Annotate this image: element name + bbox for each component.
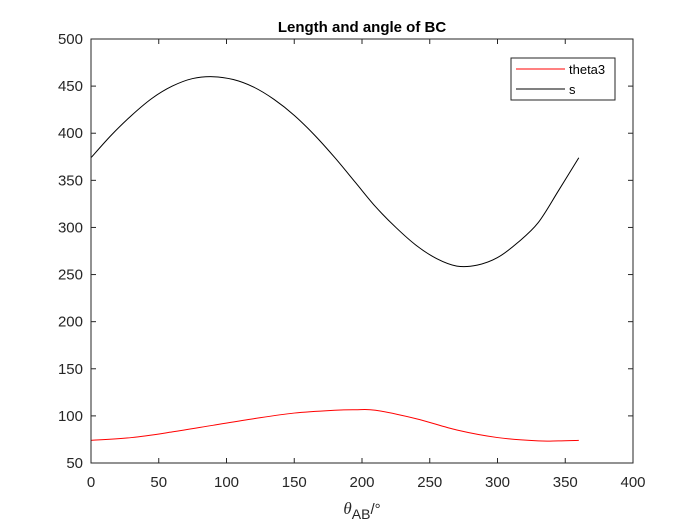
y-tick-label: 300 — [58, 219, 83, 236]
x-tick-label: 100 — [214, 474, 239, 491]
y-tick-label: 250 — [58, 267, 83, 284]
y-tick-label: 100 — [58, 408, 83, 425]
x-axis-label-unit: /° — [370, 501, 380, 518]
x-axis-label-symbol: θ — [343, 499, 351, 518]
axis-ticks: 0 50 100 150 200 250 300 350 4005010015020025030… — [58, 31, 646, 491]
x-axis-label-subscript: AB — [352, 506, 371, 522]
plot-area-frame — [90, 38, 634, 464]
chart-title: Length and angle of BC — [278, 19, 446, 36]
x-tick-label: 350 — [553, 474, 578, 491]
y-tick-label: 50 — [66, 455, 83, 472]
plot-lines — [90, 76, 580, 442]
x-tick-label: 300 — [485, 474, 510, 491]
y-tick-label: 350 — [58, 172, 83, 189]
x-tick-label: 0 — [87, 474, 95, 491]
legend: theta3 s — [510, 57, 616, 101]
x-tick-label: 50 — [150, 474, 167, 491]
legend-box — [510, 57, 616, 101]
x-axis-label: θAB/° — [343, 499, 380, 522]
y-tick-label: 150 — [58, 361, 83, 378]
x-tick-label: 250 — [417, 474, 442, 491]
x-tick-label: 400 — [620, 474, 645, 491]
x-tick-label: 150 — [282, 474, 307, 491]
legend-label-theta3: theta3 — [569, 62, 605, 77]
x-tick-label: 200 — [349, 474, 374, 491]
y-tick-label: 450 — [58, 78, 83, 95]
legend-label-s: s — [569, 82, 576, 97]
series-line-s — [90, 76, 580, 268]
y-tick-label: 400 — [58, 125, 83, 142]
series-line-theta3 — [90, 408, 579, 442]
y-tick-label: 200 — [58, 314, 83, 331]
y-tick-label: 500 — [58, 31, 83, 48]
